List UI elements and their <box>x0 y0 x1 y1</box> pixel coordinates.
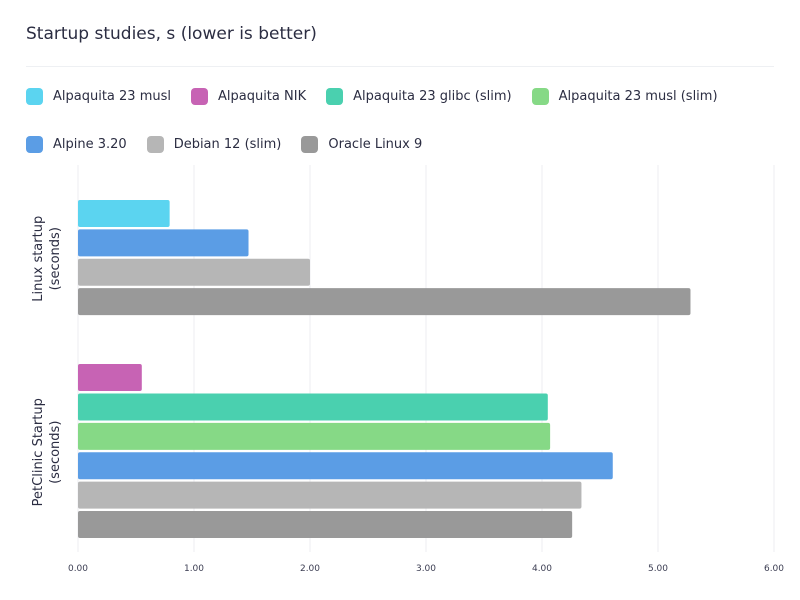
bar <box>78 288 691 316</box>
bar <box>78 199 170 227</box>
legend-item[interactable]: Alpaquita NIK <box>190 86 307 106</box>
legend-item[interactable]: Oracle Linux 9 <box>301 134 422 154</box>
legend-item[interactable]: Alpaquita 23 musl (slim) <box>531 86 718 106</box>
legend-item[interactable]: Alpine 3.20 <box>26 134 127 154</box>
x-tick-label: 2.00 <box>300 564 320 574</box>
category-label-line: PetClinic Startup <box>31 398 46 506</box>
legend-item[interactable]: Alpaquita 23 musl <box>26 86 171 106</box>
category-label: Linux startup (seconds) <box>31 216 63 302</box>
legend-swatch <box>190 87 208 105</box>
bar <box>78 229 249 257</box>
legend-item[interactable]: Debian 12 (slim) <box>146 134 282 154</box>
x-tick-label: 6.00 <box>764 564 784 574</box>
bar <box>78 422 551 450</box>
legend-label: Oracle Linux 9 <box>328 136 423 152</box>
x-tick-label: 3.00 <box>416 564 436 574</box>
legend-swatch <box>326 87 344 105</box>
legend-swatch <box>26 135 43 153</box>
category-label: PetClinic Startup (seconds) <box>31 398 63 506</box>
category-label-line: Linux startup <box>31 216 46 302</box>
legend: Alpaquita 23 musl Alpaquita NIK Alpaquita … <box>26 86 766 154</box>
legend-label: Alpaquita NIK <box>217 88 307 104</box>
bar <box>78 481 582 509</box>
bar <box>78 258 310 286</box>
bar <box>78 452 613 480</box>
chart-title: Startup studies, s (lower is better) <box>26 24 317 44</box>
category-label-line: (seconds) <box>48 227 63 290</box>
divider <box>26 66 774 67</box>
legend-label: Alpaquita 23 glibc (slim) <box>353 88 512 104</box>
legend-label: Alpaquita 23 musl <box>53 88 171 104</box>
legend-item[interactable]: Alpaquita 23 glibc (slim) <box>326 86 512 106</box>
x-tick-label: 0.00 <box>68 564 88 574</box>
legend-swatch <box>26 87 43 105</box>
x-tick-label: 1.00 <box>184 564 204 574</box>
category-label-line: (seconds) <box>48 421 63 484</box>
legend-swatch <box>531 87 549 105</box>
bar <box>78 511 573 539</box>
legend-label: Alpine 3.20 <box>53 136 127 152</box>
legend-label: Debian 12 (slim) <box>173 136 282 152</box>
legend-swatch <box>301 135 319 153</box>
legend-swatch <box>146 135 164 153</box>
legend-label: Alpaquita 23 musl (slim) <box>558 88 718 104</box>
x-tick-label: 4.00 <box>532 564 552 574</box>
bar <box>78 393 548 421</box>
bar <box>78 364 142 392</box>
x-tick-label: 5.00 <box>648 564 668 574</box>
